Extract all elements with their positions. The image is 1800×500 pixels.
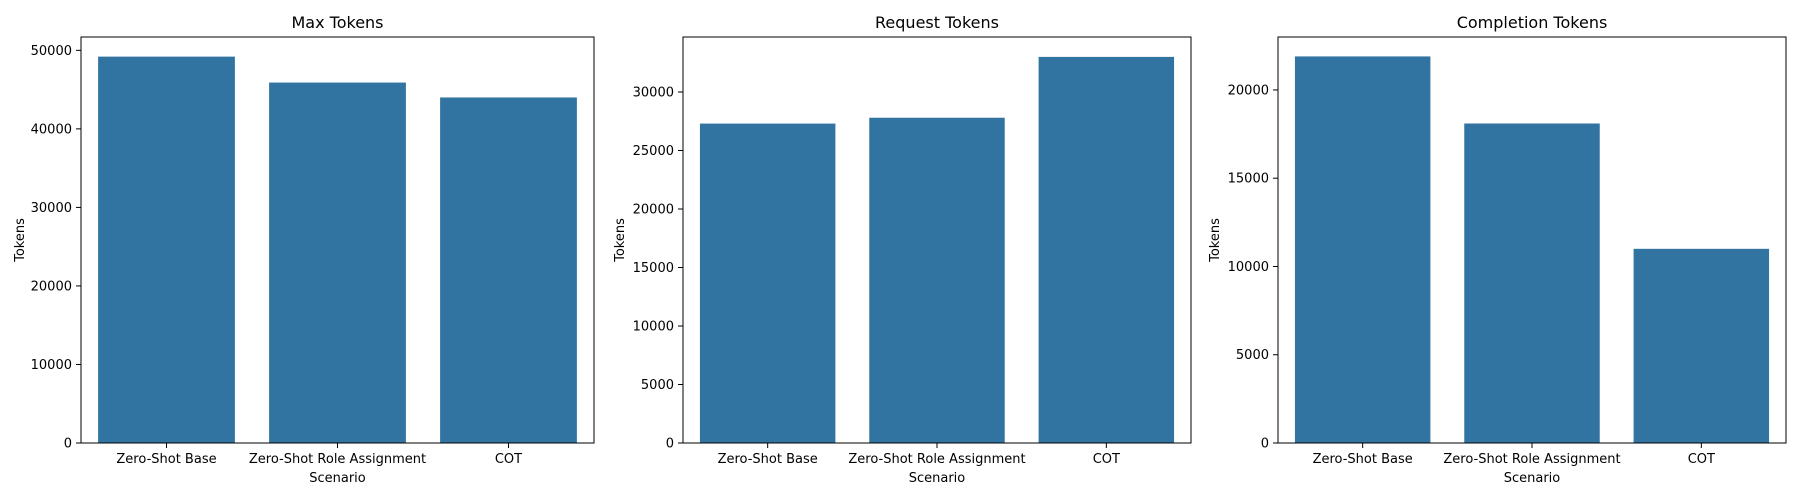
x-tick-label-cot: COT — [1093, 452, 1120, 467]
x-tick-label-zero-shot-role-assignment: Zero-Shot Role Assignment — [249, 452, 426, 467]
bar-zero-shot-base — [1294, 56, 1431, 444]
y-tick-label: 25000 — [633, 144, 674, 159]
chart-panel-completion-tokens: 0 5000 10000 15000 20000 Zero-Shot Base Zero-S… — [1208, 13, 1787, 486]
chart-panel-max-tokens: 0 10000 20000 30000 40000 50000 Zero-Shot Base… — [13, 13, 595, 486]
x-tick-label-zero-shot-base: Zero-Shot Base — [1313, 452, 1413, 467]
x-tick-label-zero-shot-role-assignment: Zero-Shot Role Assignment — [1443, 452, 1620, 467]
bar-zero-shot-role-assignment — [869, 117, 1005, 443]
chart-title: Request Tokens — [875, 13, 999, 32]
x-axis-label: Scenario — [309, 471, 366, 486]
y-tick-label: 30000 — [633, 85, 674, 100]
bar-zero-shot-base — [699, 123, 836, 444]
y-tick-label: 40000 — [31, 122, 72, 137]
y-tick-label: 20000 — [633, 202, 674, 217]
y-tick-label: 0 — [1261, 437, 1269, 452]
bar-zero-shot-role-assignment — [269, 82, 406, 443]
x-tick-label-zero-shot-role-assignment: Zero-Shot Role Assignment — [848, 452, 1025, 467]
chart-title: Completion Tokens — [1457, 13, 1608, 32]
x-axis-label: Scenario — [909, 471, 966, 486]
y-axis-label: Tokens — [613, 218, 628, 263]
x-tick-label-zero-shot-base: Zero-Shot Base — [116, 452, 216, 467]
y-tick-label: 20000 — [31, 279, 72, 294]
bar-zero-shot-base — [98, 56, 235, 443]
y-tick-label: 20000 — [1228, 83, 1269, 98]
y-tick-label: 10000 — [31, 358, 72, 373]
chart-title: Max Tokens — [291, 13, 383, 32]
y-axis-label: Tokens — [13, 218, 28, 263]
bar-cot — [1633, 248, 1770, 443]
y-tick-label: 10000 — [633, 319, 674, 334]
x-axis-label: Scenario — [1504, 471, 1561, 486]
bar-zero-shot-role-assignment — [1464, 123, 1600, 443]
x-tick-label-cot: COT — [495, 452, 522, 467]
y-tick-label: 5000 — [1236, 348, 1269, 363]
y-tick-label: 10000 — [1228, 260, 1269, 275]
y-tick-label: 15000 — [1228, 172, 1269, 187]
y-tick-label: 15000 — [633, 261, 674, 276]
chart-panel-request-tokens: 0 5000 10000 15000 20000 25000 30000 Zero-Shot … — [613, 13, 1192, 486]
bar-cot — [1038, 56, 1175, 443]
y-axis-label: Tokens — [1208, 218, 1223, 263]
x-tick-label-cot: COT — [1688, 452, 1715, 467]
x-tick-label-zero-shot-base: Zero-Shot Base — [718, 452, 818, 467]
bar-cot — [440, 97, 577, 444]
y-tick-label: 30000 — [31, 201, 72, 216]
y-tick-label: 0 — [666, 437, 674, 452]
y-tick-label: 0 — [64, 437, 72, 452]
y-tick-label: 5000 — [641, 378, 674, 393]
y-tick-label: 50000 — [31, 44, 72, 59]
